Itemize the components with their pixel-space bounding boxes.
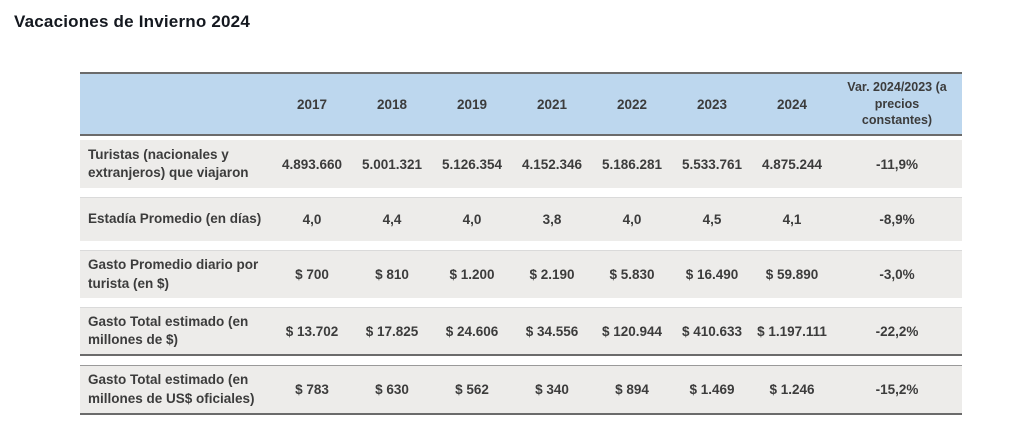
cell-value: $ 17.825 [365,323,419,339]
table-header-row: 2017 2018 2019 2021 2022 2023 2024 Var. … [80,72,962,136]
cell-value: 4,0 [302,212,322,227]
cell-value: $ 5.830 [609,267,655,282]
cell-value: $ 1.469 [689,382,735,398]
cell-variation: -15,2% [875,382,919,398]
winter-vacations-table: 2017 2018 2019 2021 2022 2023 2024 Var. … [80,72,962,415]
cell-value: $ 810 [375,267,409,282]
table-row-estadia-promedio: Estadía Promedio (en días) 4,0 4,4 4,0 3… [80,197,962,241]
cell-value: $ 120.944 [601,323,663,339]
cell-value: 4,0 [622,212,642,227]
row-label: Turistas (nacionales y extranjeros) que … [88,146,249,180]
cell-value: $ 1.246 [769,382,815,398]
cell-value: $ 562 [455,382,489,398]
cell-value: $ 59.890 [765,267,819,282]
cell-value: $ 1.197.111 [757,323,827,339]
cell-value: $ 34.556 [525,323,579,339]
cell-value: $ 16.490 [685,267,739,282]
cell-value: $ 410.633 [681,323,743,339]
column-header-2021: 2021 [536,96,568,112]
cell-value: 5.126.354 [441,156,503,172]
cell-value: $ 700 [295,267,329,282]
cell-value: $ 894 [615,382,649,398]
column-header-2022: 2022 [616,96,648,112]
cell-value: $ 1.200 [449,267,495,282]
table-row-gasto-promedio-diario: Gasto Promedio diario por turista (en $)… [80,250,962,298]
cell-value: 4,4 [382,212,402,227]
row-label: Gasto Total estimado (en millones de US$… [88,372,255,406]
page-title: Vacaciones de Invierno 2024 [14,12,250,31]
cell-value: 4,0 [462,212,482,227]
cell-value: 5.186.281 [601,156,663,172]
column-header-2023: 2023 [696,96,728,112]
cell-value: $ 13.702 [285,323,339,339]
column-header-2019: 2019 [456,96,488,112]
cell-value: $ 340 [535,382,569,398]
cell-variation: -11,9% [875,156,919,172]
cell-value: 4.152.346 [521,156,583,172]
row-label: Estadía Promedio (en días) [88,211,262,227]
cell-variation: -22,2% [875,323,919,339]
table-row-gasto-total-dolares: Gasto Total estimado (en millones de US$… [80,365,962,415]
column-header-2018: 2018 [376,96,408,112]
cell-value: 3,8 [542,212,562,227]
row-label: Gasto Promedio diario por turista (en $) [88,257,259,291]
table-row-turistas: Turistas (nacionales y extranjeros) que … [80,140,962,188]
column-header-2024: 2024 [776,96,808,112]
table-row-gasto-total-pesos: Gasto Total estimado (en millones de $) … [80,307,962,357]
header-label-spacer [80,100,272,108]
cell-value: 4,1 [782,212,802,227]
cell-value: $ 630 [375,382,409,398]
cell-value: 4.875.244 [761,156,823,172]
row-label: Gasto Total estimado (en millones de $) [88,314,249,348]
cell-value: 5.533.761 [681,156,743,172]
cell-variation: -3,0% [879,267,915,282]
column-header-2017: 2017 [296,96,328,112]
cell-value: 4.893.660 [281,156,343,172]
cell-value: $ 783 [295,382,329,398]
cell-value: $ 2.190 [529,267,575,282]
cell-value: $ 24.606 [445,323,499,339]
cell-value: 4,5 [702,212,722,227]
cell-variation: -8,9% [879,212,915,227]
column-header-variation: Var. 2024/2023 (a precios constantes) [847,79,947,128]
cell-value: 5.001.321 [361,156,423,172]
